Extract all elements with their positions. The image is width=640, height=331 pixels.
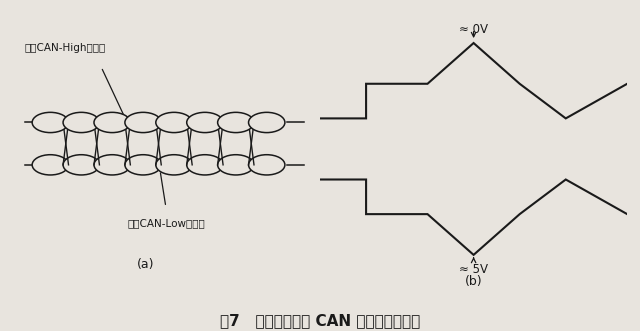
Text: 图7   缠绕在一起的 CAN 总线结构示意图: 图7 缠绕在一起的 CAN 总线结构示意图 xyxy=(220,313,420,328)
Ellipse shape xyxy=(94,112,131,133)
Ellipse shape xyxy=(125,155,161,175)
Ellipse shape xyxy=(187,155,223,175)
Text: ≈ 5V: ≈ 5V xyxy=(459,263,488,276)
Text: ≈ 0V: ≈ 0V xyxy=(459,23,488,36)
Ellipse shape xyxy=(248,155,285,175)
Ellipse shape xyxy=(156,112,192,133)
Ellipse shape xyxy=(32,155,68,175)
Ellipse shape xyxy=(156,155,192,175)
Text: (b): (b) xyxy=(465,275,483,288)
Ellipse shape xyxy=(63,112,99,133)
Ellipse shape xyxy=(125,112,161,133)
Ellipse shape xyxy=(218,155,254,175)
Ellipse shape xyxy=(63,155,99,175)
Text: (a): (a) xyxy=(136,258,154,271)
Ellipse shape xyxy=(248,112,285,133)
Text: 低位CAN-Low数据线: 低位CAN-Low数据线 xyxy=(127,218,205,228)
Ellipse shape xyxy=(32,112,68,133)
Ellipse shape xyxy=(218,112,254,133)
Text: 高位CAN-High数据线: 高位CAN-High数据线 xyxy=(24,43,106,53)
Ellipse shape xyxy=(94,155,131,175)
Ellipse shape xyxy=(187,112,223,133)
